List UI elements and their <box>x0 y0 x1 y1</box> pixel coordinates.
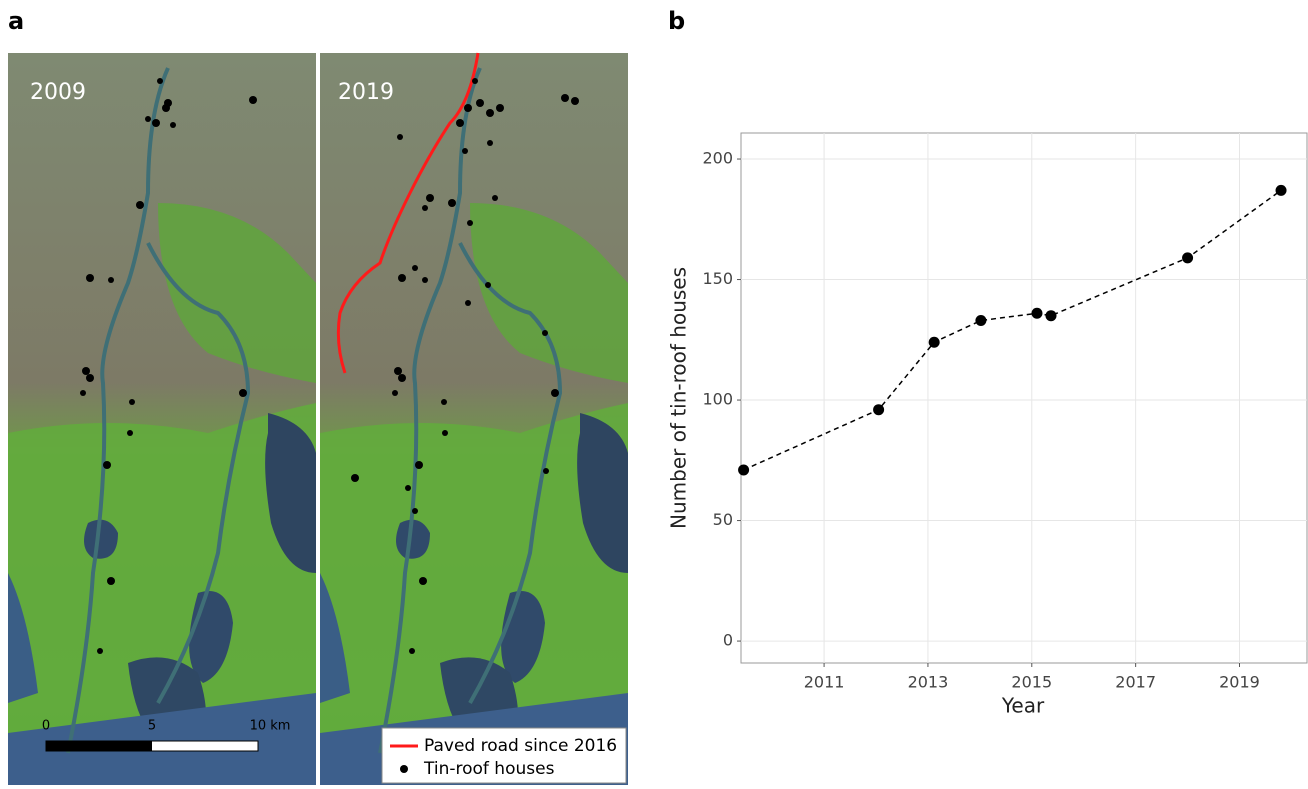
scale-label: 0 <box>42 719 50 734</box>
data-point <box>1045 310 1057 322</box>
y-axis-title: Number of tin-roof houses <box>667 267 691 529</box>
y-tick-label: 150 <box>702 269 733 288</box>
scale-label: 5 <box>148 719 156 734</box>
map-year: 2019 <box>338 80 394 105</box>
data-point <box>928 336 940 348</box>
road <box>336 52 480 374</box>
line-chart: Year Number of tin-roof houses 0 50 100 150… <box>667 132 1308 718</box>
data-point <box>873 404 885 416</box>
x-tick-label: 2013 <box>908 673 949 692</box>
y-tick-label: 100 <box>702 390 733 409</box>
data-point <box>738 464 750 476</box>
scale-label: 10 km <box>250 719 291 734</box>
legend-label: Tin-roof houses <box>423 759 555 779</box>
map-2019: 2019 Paved road since 2016 Tin-roof hous… <box>318 51 630 787</box>
x-tick-label: 2011 <box>804 673 845 692</box>
data-point <box>1182 252 1194 264</box>
panel-label: a <box>8 7 24 35</box>
panel-label: b <box>668 7 685 35</box>
x-tick-label: 2019 <box>1219 673 1260 692</box>
x-tick-label: 2017 <box>1115 673 1156 692</box>
y-tick-label: 50 <box>713 510 733 529</box>
y-tick-label: 0 <box>723 631 733 650</box>
legend-label: Paved road since 2016 <box>424 736 617 756</box>
data-point <box>975 315 987 327</box>
map-year: 2009 <box>30 80 86 105</box>
y-tick-label: 200 <box>702 149 733 168</box>
data-point <box>1275 184 1287 196</box>
series-line <box>743 189 1282 471</box>
map-2009: 2009 0 5 10 km <box>6 51 318 787</box>
x-tick-label: 2015 <box>1011 673 1052 692</box>
x-axis-title: Year <box>1001 694 1045 718</box>
data-point <box>1031 307 1043 319</box>
